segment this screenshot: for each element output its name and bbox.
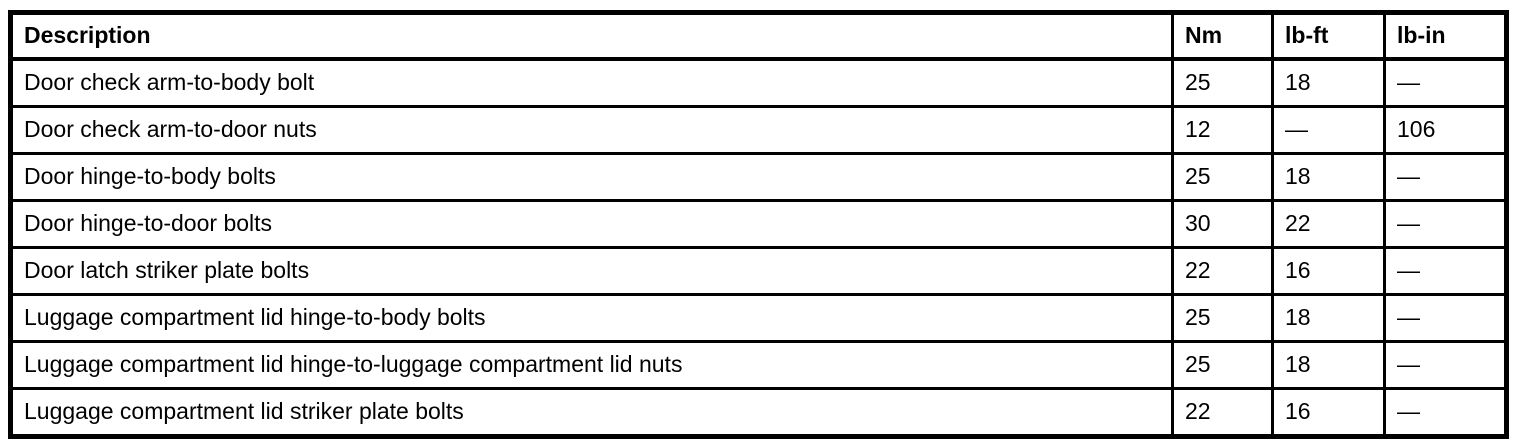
cell-lb-in: — [1383,152,1508,202]
cell-nm: 25 [1171,57,1274,108]
cell-lb-ft: 18 [1271,152,1386,202]
column-header-lb-in: lb-in [1383,11,1508,61]
table-row: Door check arm-to-body bolt 25 18— [9,57,1508,108]
cell-lb-in: — [1383,387,1508,438]
table-row: Door latch striker plate bolts 22 16— [9,246,1508,296]
cell-description: Door hinge-to-body bolts [9,152,1174,202]
cell-lb-in: — [1383,340,1508,390]
cell-nm: 22 [1171,246,1274,296]
cell-description: Door hinge-to-door bolts [9,199,1174,249]
cell-nm: 25 [1171,152,1274,202]
cell-lb-ft: 18 [1271,340,1386,390]
cell-lb-in: 106 [1383,105,1508,155]
cell-lb-in: — [1383,57,1508,108]
column-header-description: Description [9,11,1174,61]
table-row: Door check arm-to-door nuts 12—106 [9,105,1508,155]
cell-description: Door check arm-to-door nuts [9,105,1174,155]
cell-lb-ft: 16 [1271,387,1386,438]
table-row: Door hinge-to-body bolts 25 18— [9,152,1508,202]
cell-description: Luggage compartment lid hinge-to-body bo… [9,293,1174,343]
cell-nm: 22 [1171,387,1274,438]
cell-nm: 25 [1171,340,1274,390]
column-header-nm: Nm [1171,11,1274,61]
cell-lb-ft: 18 [1271,57,1386,108]
table-row: Luggage compartment lid hinge-to-luggage… [9,340,1508,390]
cell-description: Door latch striker plate bolts [9,246,1174,296]
cell-lb-ft: 16 [1271,246,1386,296]
cell-description: Luggage compartment lid hinge-to-luggage… [9,340,1174,390]
table-row: Luggage compartment lid striker plate bo… [9,387,1508,438]
cell-lb-in: — [1383,293,1508,343]
cell-lb-in: — [1383,199,1508,249]
table-body: Door check arm-to-body bolt 25 18— Door che… [9,57,1508,438]
cell-description: Door check arm-to-body bolt [9,57,1174,108]
column-header-lb-ft: lb-ft [1271,11,1386,61]
cell-lb-in: — [1383,246,1508,296]
cell-lb-ft: 22 [1271,199,1386,249]
table-row: Door hinge-to-door bolts 30 22— [9,199,1508,249]
cell-nm: 25 [1171,293,1274,343]
cell-description: Luggage compartment lid striker plate bo… [9,387,1174,438]
torque-spec-table: Description Nm lb-ft lb-in Door check ar… [8,10,1509,439]
cell-nm: 12 [1171,105,1274,155]
cell-nm: 30 [1171,199,1274,249]
cell-lb-ft: 18 [1271,293,1386,343]
table-row: Luggage compartment lid hinge-to-body bo… [9,293,1508,343]
cell-lb-ft: — [1271,105,1386,155]
header-row: Description Nm lb-ft lb-in [9,11,1508,61]
